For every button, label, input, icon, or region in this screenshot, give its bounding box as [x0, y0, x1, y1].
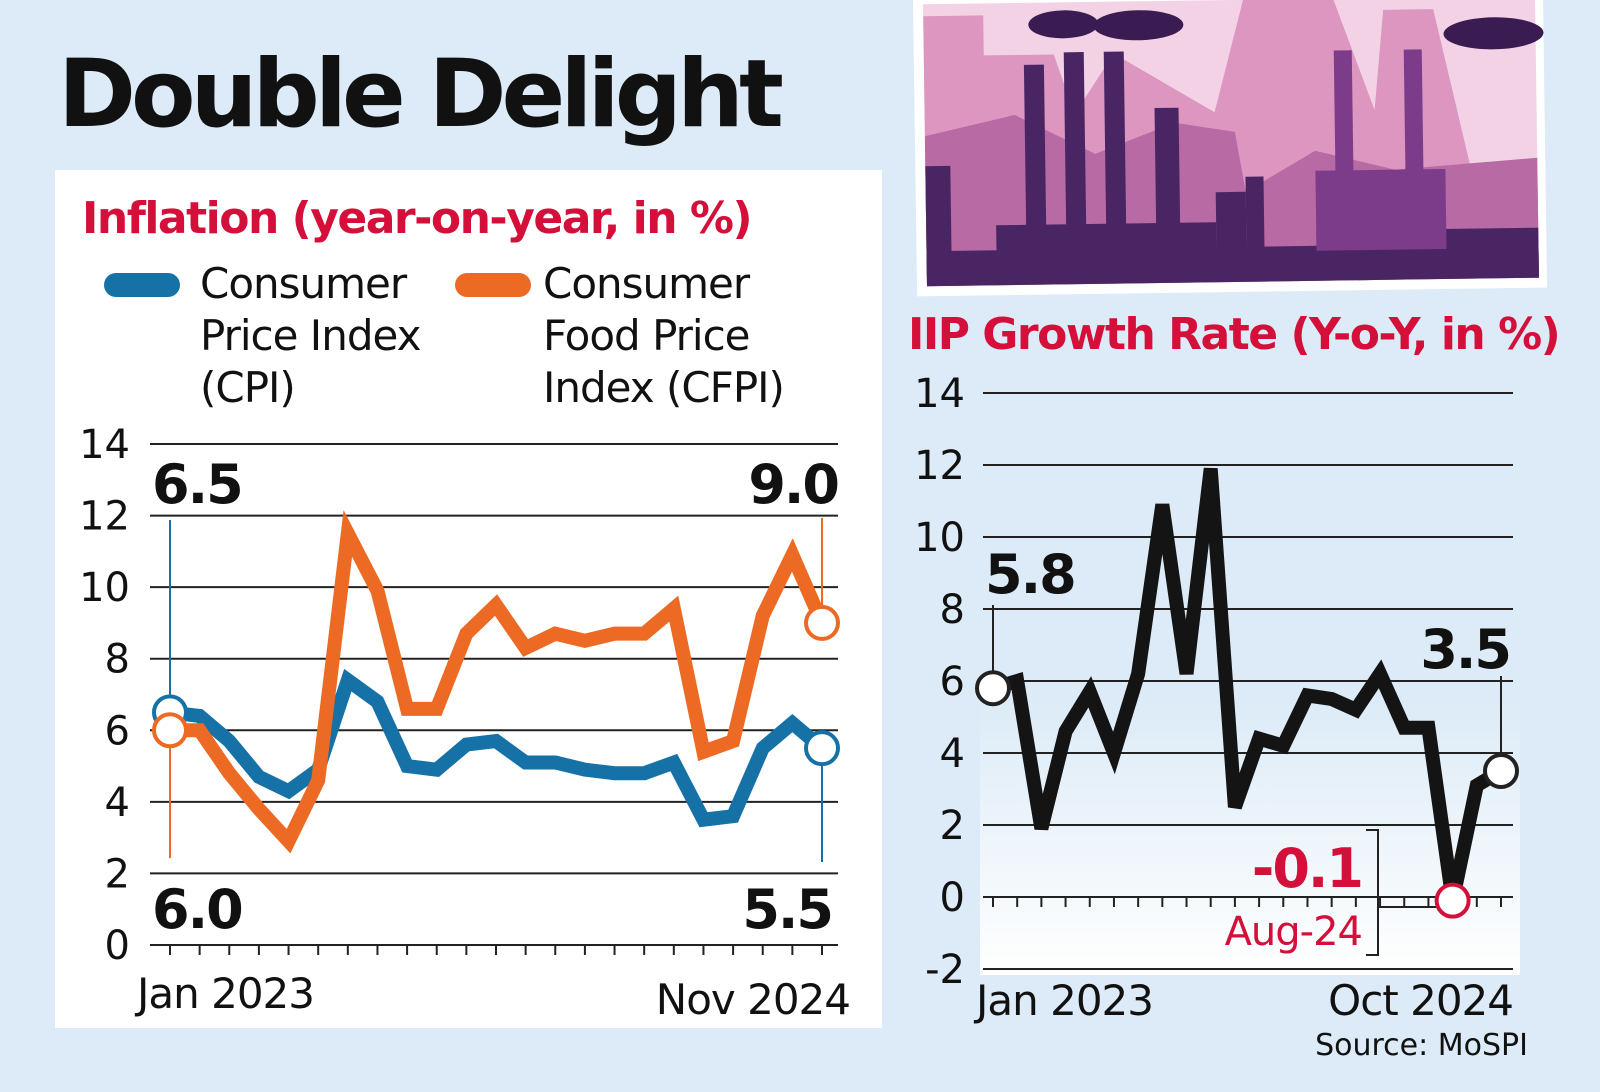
iip-y-tick-label: 14 — [914, 371, 965, 417]
iip-x-start-label: Jan 2023 — [973, 976, 1153, 1025]
inflation-y-tick-label: 6 — [105, 708, 130, 754]
iip-y-tick-label: 2 — [940, 803, 965, 849]
iip-y-tick-label: 12 — [914, 443, 965, 489]
marker-cfpi-start — [152, 712, 188, 749]
annotation-iip-low-month: Aug-24 — [1225, 909, 1362, 955]
iip-y-tick-label: 10 — [914, 515, 965, 561]
inflation-y-tick-label: 12 — [79, 494, 130, 540]
inflation-y-tick-label: 10 — [79, 565, 130, 611]
iip-y-tick-label: -2 — [925, 947, 965, 993]
legend-cfpi-line1: Consumer — [543, 259, 751, 308]
inflation-y-tick-label: 14 — [79, 422, 130, 468]
iip-y-tick-label: 0 — [940, 875, 965, 921]
inflation-y-tick-label: 4 — [105, 780, 130, 826]
marker-cfpi-end — [804, 604, 840, 641]
iip-chart-title: IIP Growth Rate (Y-o-Y, in %) — [908, 309, 1559, 360]
headline: Double Delight — [58, 40, 784, 149]
iip-x-end-label: Oct 2024 — [1328, 976, 1513, 1025]
annotation-cpi-end: 5.5 — [742, 878, 832, 941]
inflation-y-tick-label: 2 — [105, 851, 130, 897]
marker-iip-low — [1434, 882, 1471, 919]
legend-cpi-line3: (CPI) — [200, 363, 295, 412]
inflation-panel — [55, 170, 882, 1028]
bracket-iip-low — [1366, 829, 1379, 956]
inflation-series-line-1 — [170, 510, 829, 854]
marker-iip-end — [1483, 753, 1519, 789]
inflation-y-tick-label: 0 — [105, 923, 130, 969]
annotation-iip-low: -0.1 — [1252, 837, 1362, 900]
inflation-x-start-label: Jan 2023 — [134, 969, 314, 1018]
marker-cpi-end — [804, 730, 840, 767]
legend-swatch-cfpi — [455, 273, 531, 297]
inflation-chart-title: Inflation (year-on-year, in %) — [82, 193, 751, 244]
annotation-cfpi-start: 6.0 — [152, 878, 242, 941]
legend-cpi-line1: Consumer — [200, 259, 408, 308]
inflation-y-tick-label: 8 — [105, 637, 130, 683]
legend-cfpi-line2: Food Price — [543, 311, 750, 360]
iip-y-tick-label: 4 — [940, 731, 965, 777]
factory-skyline-illustration — [912, 0, 1548, 297]
legend-cpi-line2: Price Index — [200, 311, 421, 360]
annotation-cfpi-end: 9.0 — [748, 453, 838, 516]
legend-cfpi-line3: Index (CFPI) — [543, 363, 784, 412]
iip-y-tick-label: 8 — [940, 587, 965, 633]
marker-iip-start — [975, 670, 1011, 707]
iip-y-tick-label: 6 — [940, 659, 965, 705]
iip-series-line-0 — [991, 467, 1505, 903]
inflation-x-end-label: Nov 2024 — [656, 975, 850, 1024]
annotation-iip-start: 5.8 — [985, 543, 1075, 606]
annotation-cpi-start: 6.5 — [152, 453, 242, 516]
legend-swatch-cpi — [104, 273, 180, 297]
inflation-series-line-0 — [169, 668, 827, 828]
annotation-iip-end: 3.5 — [1420, 618, 1510, 681]
source-note: Source: MoSPI — [1315, 1028, 1528, 1063]
